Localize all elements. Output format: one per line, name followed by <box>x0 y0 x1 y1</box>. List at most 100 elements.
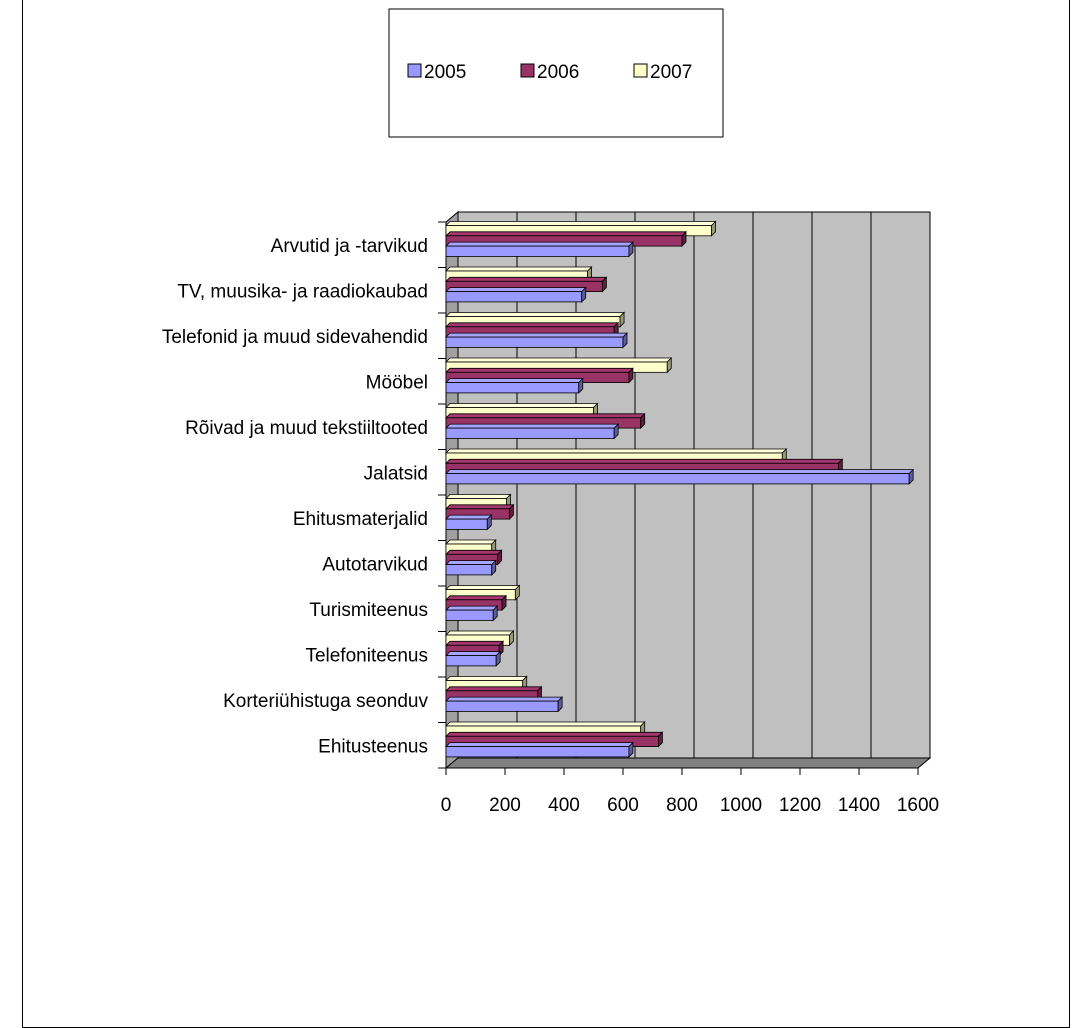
bar <box>445 291 583 303</box>
bar-top-face <box>445 367 634 373</box>
bar-end-face <box>628 741 634 758</box>
bar-end-face <box>495 650 501 667</box>
bar <box>445 746 630 758</box>
bar-top-face <box>445 686 543 692</box>
bar <box>445 427 615 439</box>
category-label: Telefoniteenus <box>305 645 428 666</box>
bar-end-face <box>613 423 619 440</box>
category-label: Ehitusmaterjalid <box>293 509 428 530</box>
bar-top-face <box>445 630 515 636</box>
category-label: Mööbel <box>366 372 428 393</box>
bar-end-face <box>908 468 914 485</box>
bar-end-face <box>619 311 625 328</box>
bar-top-face <box>445 605 499 611</box>
bar-top-face <box>445 357 673 363</box>
bar-top-face <box>445 731 664 737</box>
category-label: Telefonid ja muud sidevahendid <box>162 327 428 348</box>
bar-top-face <box>445 241 634 247</box>
bar-top-face <box>445 585 521 590</box>
bar-end-face <box>492 605 498 622</box>
category-label: Jalatsid <box>364 463 428 484</box>
bar-end-face <box>666 357 672 374</box>
bar-end-face <box>640 412 646 430</box>
x-tick-label: 600 <box>607 795 639 816</box>
bar-top-face <box>445 549 503 555</box>
bar-end-face <box>486 514 492 531</box>
bar-end-face <box>509 630 514 647</box>
bar-end-face <box>578 377 584 394</box>
bar-end-face <box>622 332 628 349</box>
bar-top-face <box>445 266 593 272</box>
bar-top-face <box>445 322 620 328</box>
bar-end-face <box>509 503 514 521</box>
bar-top-face <box>445 494 512 499</box>
legend-swatch <box>407 63 422 78</box>
bar-top-face <box>445 469 915 475</box>
bar-top-face <box>445 448 788 454</box>
bar-top-face <box>445 721 646 727</box>
bar-top-face <box>445 696 564 702</box>
legend-swatch <box>520 63 535 78</box>
plot-area-floor <box>444 757 932 769</box>
bar <box>445 564 493 576</box>
bar-top-face <box>445 742 634 747</box>
bar-top-face <box>445 221 717 226</box>
bar-top-face <box>445 413 646 419</box>
bar-top-face <box>445 560 497 565</box>
category-label: Arvutid ja -tarvikud <box>271 236 428 257</box>
x-tick-label: 800 <box>666 795 698 816</box>
category-label: Ehitusteenus <box>318 736 428 757</box>
category-label: TV, muusika- ja raadiokaubad <box>177 281 428 302</box>
bar-top-face <box>445 287 587 293</box>
bar-top-face <box>445 231 687 237</box>
bar-end-face <box>711 220 716 237</box>
bar-top-face <box>445 640 505 646</box>
bar-top-face <box>445 539 497 545</box>
x-tick-label: 0 <box>441 795 452 816</box>
bar-top-face <box>445 514 493 520</box>
bar <box>445 245 630 257</box>
bar <box>445 609 494 621</box>
bar-top-face <box>445 651 502 656</box>
bar-top-face <box>445 312 626 317</box>
legend-label: 2006 <box>537 62 579 83</box>
bar-end-face <box>681 230 687 248</box>
bar-top-face <box>445 378 584 384</box>
bar-end-face <box>491 559 497 576</box>
category-label: Turismiteenus <box>309 600 428 621</box>
bar-top-face <box>445 332 628 338</box>
x-tick-label: 1600 <box>897 795 939 816</box>
bar-top-face <box>445 403 599 408</box>
bar-end-face <box>514 584 520 601</box>
bar-top-face <box>445 458 844 464</box>
category-label: Autotarvikud <box>322 554 428 575</box>
bar <box>445 336 624 348</box>
category-label: Rõivad ja muud tekstiiltooted <box>185 418 428 439</box>
x-tick-label: 1400 <box>838 795 880 816</box>
bar-end-face <box>658 731 663 748</box>
x-tick-label: 400 <box>548 795 580 816</box>
bar-top-face <box>445 276 608 282</box>
bar <box>445 518 488 530</box>
x-tick-label: 1200 <box>779 795 821 816</box>
category-label: Korteriühistuga seonduv <box>223 691 428 712</box>
x-tick-label: 1000 <box>720 795 762 816</box>
legend-label: 2007 <box>650 62 692 83</box>
legend-swatch <box>633 63 648 78</box>
bar-end-face <box>628 367 634 384</box>
bar-top-face <box>445 595 508 601</box>
bar-top-face <box>445 504 515 510</box>
legend-box <box>388 8 724 138</box>
bar-end-face <box>497 549 503 566</box>
x-tick-label: 200 <box>489 795 521 816</box>
bar <box>445 700 559 712</box>
bar-end-face <box>501 594 507 612</box>
bar-end-face <box>628 241 634 258</box>
bar <box>445 655 497 667</box>
bar-top-face <box>445 676 528 681</box>
bar-top-face <box>445 423 620 429</box>
bar <box>445 473 910 485</box>
legend-label: 2005 <box>424 62 466 83</box>
bar-end-face <box>557 696 563 713</box>
